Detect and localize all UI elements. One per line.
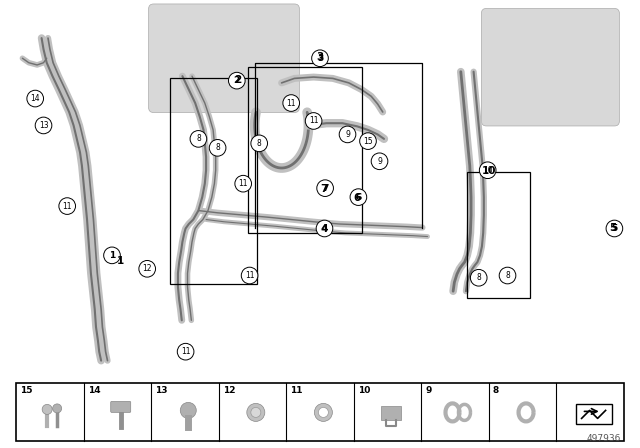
Bar	[381, 406, 401, 420]
Circle shape	[314, 403, 332, 422]
Text: 4: 4	[321, 224, 328, 233]
Circle shape	[139, 260, 156, 277]
Text: 14: 14	[88, 386, 100, 395]
Text: 7: 7	[320, 184, 328, 194]
Text: 8: 8	[505, 271, 510, 280]
Text: 11: 11	[309, 116, 318, 125]
Text: 1: 1	[109, 251, 115, 260]
Circle shape	[209, 139, 226, 156]
Circle shape	[177, 343, 194, 360]
Text: 2: 2	[234, 76, 240, 85]
Circle shape	[35, 117, 52, 134]
Text: 13: 13	[155, 386, 168, 395]
Text: 9: 9	[377, 157, 382, 166]
Bar	[467, 172, 530, 298]
Circle shape	[317, 180, 333, 197]
Circle shape	[27, 90, 44, 107]
Circle shape	[283, 95, 300, 112]
Circle shape	[251, 135, 268, 152]
Text: 10: 10	[482, 166, 496, 176]
Text: 9: 9	[426, 386, 432, 395]
Circle shape	[479, 162, 496, 179]
Text: 497936: 497936	[586, 434, 621, 443]
Circle shape	[371, 153, 388, 170]
Text: 8: 8	[476, 273, 481, 282]
Text: 13: 13	[38, 121, 49, 130]
Text: 11: 11	[287, 99, 296, 108]
Bar	[16, 383, 624, 441]
Circle shape	[247, 403, 265, 422]
Circle shape	[606, 220, 623, 237]
Text: 11: 11	[245, 271, 254, 280]
Text: 7: 7	[322, 184, 328, 193]
Text: 12: 12	[143, 264, 152, 273]
Text: 15: 15	[363, 137, 373, 146]
Text: 10: 10	[358, 386, 370, 395]
Circle shape	[190, 130, 207, 147]
Circle shape	[350, 189, 367, 206]
FancyBboxPatch shape	[148, 4, 300, 112]
Text: 3: 3	[316, 52, 324, 62]
Text: 3: 3	[317, 54, 323, 63]
Circle shape	[59, 198, 76, 215]
Text: 6: 6	[353, 193, 361, 203]
Circle shape	[339, 126, 356, 143]
Text: 11: 11	[181, 347, 190, 356]
Text: 8: 8	[493, 386, 499, 395]
Circle shape	[52, 404, 61, 413]
Bar	[170, 78, 257, 284]
Text: 8: 8	[196, 134, 201, 143]
Text: 9: 9	[345, 130, 350, 139]
Text: 5: 5	[611, 224, 618, 233]
Circle shape	[360, 133, 376, 150]
Text: 14: 14	[30, 94, 40, 103]
Circle shape	[180, 402, 196, 418]
Text: 10: 10	[483, 166, 493, 175]
Circle shape	[305, 112, 322, 129]
Text: 4: 4	[320, 224, 328, 234]
Text: 12: 12	[223, 386, 235, 395]
Text: 5: 5	[609, 224, 617, 233]
Circle shape	[312, 50, 328, 67]
Circle shape	[235, 175, 252, 192]
Text: 6: 6	[355, 193, 362, 202]
Circle shape	[104, 247, 120, 264]
Circle shape	[42, 405, 52, 414]
Text: 11: 11	[290, 386, 303, 395]
Text: 1: 1	[116, 256, 124, 266]
FancyBboxPatch shape	[111, 401, 131, 413]
Text: 15: 15	[20, 386, 33, 395]
Circle shape	[241, 267, 258, 284]
Bar	[248, 67, 362, 233]
Circle shape	[499, 267, 516, 284]
Text: 8: 8	[257, 139, 262, 148]
Circle shape	[318, 407, 328, 418]
FancyBboxPatch shape	[481, 9, 620, 126]
Circle shape	[251, 407, 261, 418]
Circle shape	[470, 269, 487, 286]
Text: 8: 8	[215, 143, 220, 152]
Circle shape	[228, 72, 245, 89]
Text: 2: 2	[234, 75, 242, 85]
Circle shape	[316, 220, 333, 237]
Text: 11: 11	[239, 179, 248, 188]
Bar	[575, 405, 612, 424]
Text: 11: 11	[63, 202, 72, 211]
